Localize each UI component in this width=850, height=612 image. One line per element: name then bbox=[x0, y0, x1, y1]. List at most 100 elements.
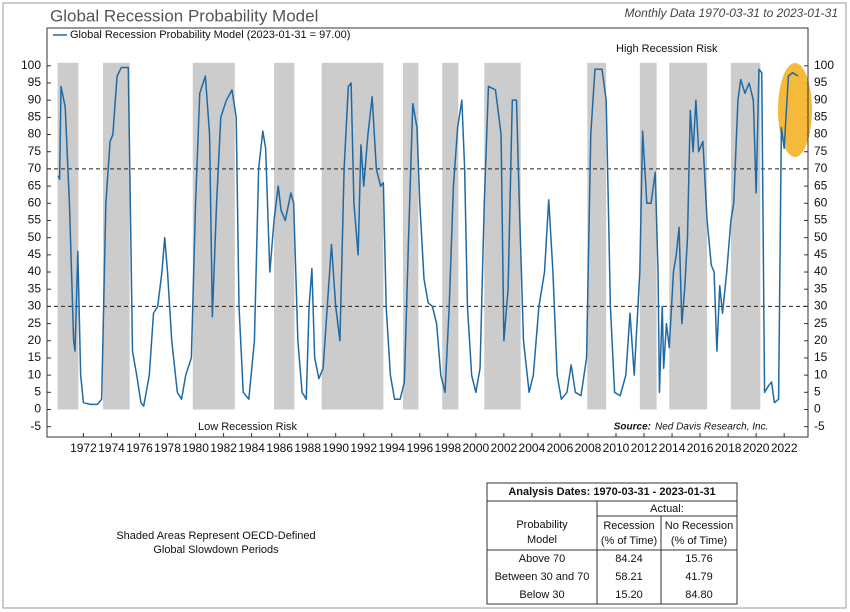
x-tick-label: 2018 bbox=[715, 441, 742, 455]
x-tick-label: 2014 bbox=[659, 441, 686, 455]
y-tick-label: 15 bbox=[28, 350, 42, 364]
y2-tick-label: 5 bbox=[814, 384, 821, 398]
y-tick-label: 10 bbox=[28, 367, 42, 381]
table-cell: 84.80 bbox=[685, 589, 713, 601]
y2-tick-label: 10 bbox=[814, 367, 828, 381]
shaded-period bbox=[730, 62, 761, 410]
y-tick-label: -5 bbox=[30, 419, 41, 433]
table-cell: 15.20 bbox=[615, 589, 643, 601]
y-tick-label: 100 bbox=[21, 58, 41, 72]
lines bbox=[57, 66, 799, 407]
y-tick-label: 25 bbox=[28, 316, 42, 330]
high-label: High Recession Risk bbox=[616, 43, 718, 55]
series-line bbox=[57, 66, 799, 407]
y2-tick-label: 65 bbox=[814, 178, 828, 192]
note-line: Shaded Areas Represent OECD-Defined bbox=[116, 530, 315, 542]
highlight bbox=[778, 63, 812, 157]
y-tick-label: 65 bbox=[28, 178, 42, 192]
y-tick-label: 80 bbox=[28, 127, 42, 141]
table-title: Analysis Dates: 1970-03-31 - 2023-01-31 bbox=[508, 486, 715, 498]
table-cell: 84.24 bbox=[615, 553, 643, 565]
y-tick-label: 70 bbox=[28, 161, 42, 175]
low-label: Low Recession Risk bbox=[198, 421, 298, 433]
x-tick-label: 1986 bbox=[266, 441, 293, 455]
x-tick-label: 2012 bbox=[631, 441, 658, 455]
shades bbox=[57, 62, 761, 410]
chart-subtitle: Monthly Data 1970-03-31 to 2023-01-31 bbox=[625, 6, 838, 20]
y2-tick-label: 40 bbox=[814, 264, 828, 278]
y-tick-label: 20 bbox=[28, 333, 42, 347]
y-tick-label: 85 bbox=[28, 110, 42, 124]
y2-tick-label: 20 bbox=[814, 333, 828, 347]
x-tick-label: 1982 bbox=[210, 441, 237, 455]
note-line: Global Slowdown Periods bbox=[153, 544, 279, 556]
table-cell: Below 30 bbox=[519, 589, 564, 601]
x-tick-label: 2000 bbox=[462, 441, 489, 455]
y2-tick-label: 100 bbox=[814, 58, 834, 72]
x-tick-label: 1992 bbox=[350, 441, 377, 455]
x-tick-label: 2008 bbox=[575, 441, 602, 455]
table-cell: Above 70 bbox=[519, 553, 565, 565]
table-header: Model bbox=[527, 534, 557, 546]
legend-label: Global Recession Probability Model (2023… bbox=[70, 29, 350, 41]
table-header: Probability bbox=[516, 519, 568, 531]
x-tick-label: 1984 bbox=[238, 441, 265, 455]
shaded-period bbox=[587, 62, 607, 410]
y2-tick-label: 90 bbox=[814, 92, 828, 106]
table-header: (% of Time) bbox=[601, 535, 657, 547]
x-tick-label: 2010 bbox=[603, 441, 630, 455]
x-tick-label: 1974 bbox=[98, 441, 125, 455]
x-tick-label: 2022 bbox=[771, 441, 798, 455]
y2-tick-label: 60 bbox=[814, 195, 828, 209]
shaded-period bbox=[639, 62, 657, 410]
x-tick-label: 1978 bbox=[154, 441, 181, 455]
y-tick-label: 0 bbox=[34, 402, 41, 416]
y-tick-label: 90 bbox=[28, 92, 42, 106]
y-tick-label: 75 bbox=[28, 144, 42, 158]
table-frame bbox=[486, 482, 738, 605]
y2-tick-label: 35 bbox=[814, 281, 828, 295]
y-tick-label: 30 bbox=[28, 299, 42, 313]
table-cell: Between 30 and 70 bbox=[495, 571, 590, 583]
y-tick-label: 40 bbox=[28, 264, 42, 278]
x-tick-label: 1994 bbox=[378, 441, 405, 455]
shaded-period bbox=[442, 62, 459, 410]
shaded-period bbox=[103, 62, 130, 410]
x-tick-label: 1988 bbox=[294, 441, 321, 455]
chart-title: Global Recession Probability Model bbox=[50, 6, 318, 25]
table-cell: 41.79 bbox=[685, 571, 713, 583]
table-group-header: Actual: bbox=[650, 503, 684, 515]
plot-frame bbox=[46, 27, 809, 438]
y2-tick-label: 15 bbox=[814, 350, 828, 364]
y2-tick-label: 45 bbox=[814, 247, 828, 261]
x-tick-label: 2020 bbox=[743, 441, 770, 455]
x-tick-label: 1972 bbox=[70, 441, 97, 455]
plot bbox=[47, 65, 808, 437]
x-tick-label: 2016 bbox=[687, 441, 714, 455]
x-tick-label: 2004 bbox=[519, 441, 546, 455]
y-tick-label: 45 bbox=[28, 247, 42, 261]
shaded-period bbox=[192, 62, 235, 410]
y-tick-label: 55 bbox=[28, 213, 42, 227]
y2-tick-label: 50 bbox=[814, 230, 828, 244]
y2-tick-label: 75 bbox=[814, 144, 828, 158]
y2-tick-label: 95 bbox=[814, 75, 828, 89]
table-cell: 58.21 bbox=[615, 571, 643, 583]
table-header: (% of Time) bbox=[671, 535, 727, 547]
source-label: Source: bbox=[614, 422, 651, 433]
shaded-period bbox=[274, 62, 295, 410]
x-tick-label: 2002 bbox=[491, 441, 518, 455]
table-header: No Recession bbox=[665, 520, 733, 532]
y2-tick-label: 80 bbox=[814, 127, 828, 141]
y2-tick-label: -5 bbox=[814, 419, 825, 433]
y-tick-label: 50 bbox=[28, 230, 42, 244]
y2-tick-label: 25 bbox=[814, 316, 828, 330]
x-tick-label: 1998 bbox=[434, 441, 461, 455]
source-text: Ned Davis Research, Inc. bbox=[655, 422, 768, 433]
x-tick-label: 1980 bbox=[182, 441, 209, 455]
y2-tick-label: 55 bbox=[814, 213, 828, 227]
x-tick-label: 2006 bbox=[547, 441, 574, 455]
x-tick-label: 1976 bbox=[126, 441, 153, 455]
